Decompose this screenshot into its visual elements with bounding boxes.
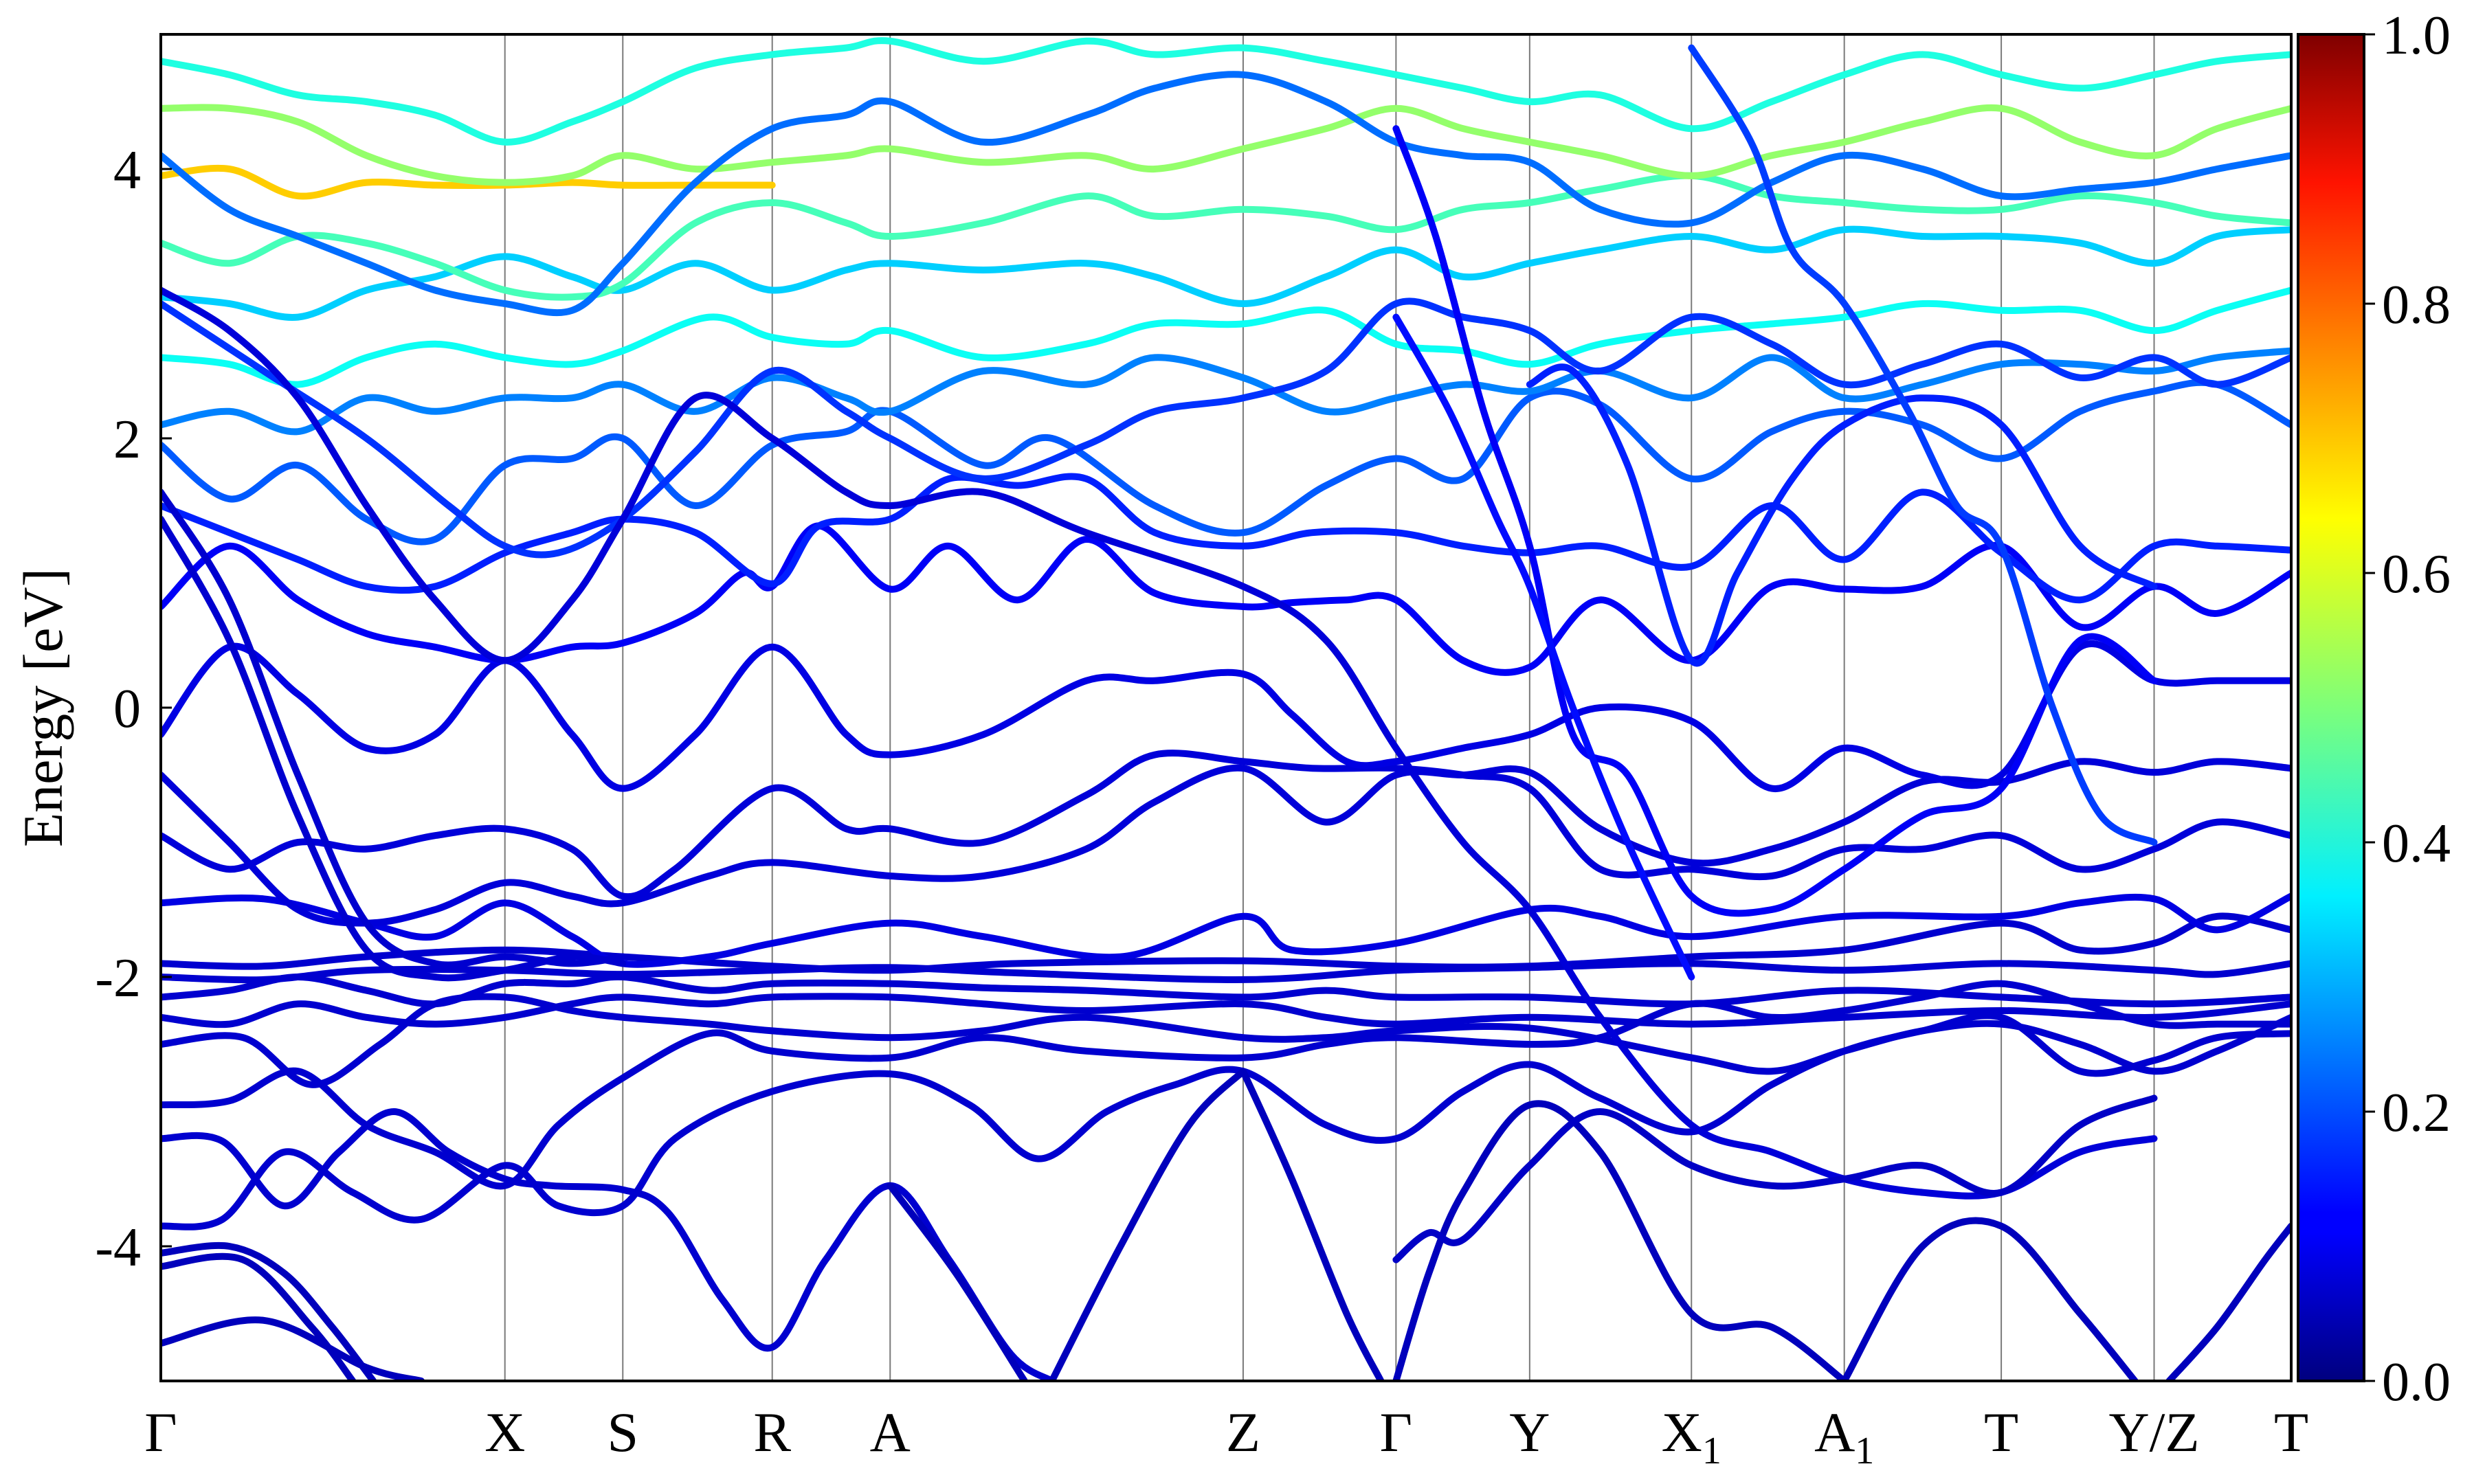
band-line (161, 225, 2291, 321)
y-tick-label: 0 (113, 679, 141, 739)
band-line (161, 71, 2291, 317)
band-line (161, 522, 2291, 676)
x-tick-label: T (2274, 1401, 2308, 1463)
x-tick-label: Y (1509, 1401, 1550, 1463)
band-line (161, 912, 2291, 974)
band-line (2165, 1222, 2291, 1381)
y-tick-label: 4 (113, 140, 141, 201)
colorbar (2297, 33, 2365, 1382)
x-tick-label: Γ (1380, 1401, 1412, 1463)
band-line (1688, 44, 2158, 846)
x-tick-label: A1 (1814, 1401, 1874, 1472)
band-lines (161, 37, 2291, 1381)
y-tick-label: 2 (113, 409, 141, 470)
colorbar-ticks: 1.0 0.8 0.6 0.4 0.2 0.0 (2364, 5, 2451, 1413)
y-tick-label: -2 (95, 948, 141, 1009)
colorbar-tick-label: 1.0 (2382, 5, 2451, 66)
band-line (1239, 1068, 1385, 1381)
band-line (161, 993, 2291, 1028)
colorbar-tick-label: 0.6 (2382, 544, 2451, 605)
band-line (161, 758, 2291, 927)
band-line (161, 892, 2291, 968)
colorbar-tick-label: 0.8 (2382, 275, 2451, 335)
band-line (161, 960, 2291, 984)
band-line (161, 379, 2291, 546)
band-line (161, 37, 2291, 146)
band-line (161, 297, 2291, 559)
x-tick-label: X (484, 1401, 525, 1463)
x-tick-label: Z (1226, 1401, 1260, 1463)
x-tick-label: Y/Z (2108, 1401, 2199, 1463)
band-line (1392, 1094, 2158, 1263)
band-line (161, 1241, 377, 1381)
x-tick-label: Γ (144, 1401, 177, 1463)
x-tick-label: A (870, 1401, 911, 1463)
band-line (161, 1316, 425, 1381)
band-line (161, 286, 2291, 388)
band-line (161, 973, 2291, 1008)
x-axis-ticks: Γ X S R A Z Γ Y X1 A1 T Y/Z T (144, 1401, 2308, 1472)
band-line (1840, 1217, 2139, 1381)
band-line (161, 750, 2291, 901)
x-tick-label: T (1984, 1401, 2018, 1463)
y-axis-ticks: 4 2 0 -2 -4 (95, 140, 172, 1278)
band-line (161, 488, 627, 969)
y-axis-label: Energy [eV] (12, 568, 74, 847)
band-line (161, 286, 2158, 1200)
x-tick-label: S (607, 1401, 638, 1463)
band-line (1392, 313, 1695, 980)
band-line (1392, 125, 2158, 917)
band-line (161, 172, 2291, 301)
band-line (1048, 1068, 1247, 1381)
band-line (161, 1252, 357, 1381)
x-tick-label: X1 (1662, 1401, 1721, 1472)
y-tick-label: -4 (95, 1217, 141, 1278)
band-line (1526, 363, 2158, 667)
band-line (161, 104, 2291, 186)
x-tick-label: R (753, 1401, 791, 1463)
band-line (161, 347, 2291, 436)
band-line (161, 1108, 1056, 1381)
colorbar-tick-label: 0.4 (2382, 813, 2451, 874)
colorbar-tick-label: 0.2 (2382, 1083, 2451, 1143)
colorbar-tick-label: 0.0 (2382, 1352, 2451, 1413)
band-line (161, 164, 776, 200)
band-line (887, 1182, 1028, 1381)
